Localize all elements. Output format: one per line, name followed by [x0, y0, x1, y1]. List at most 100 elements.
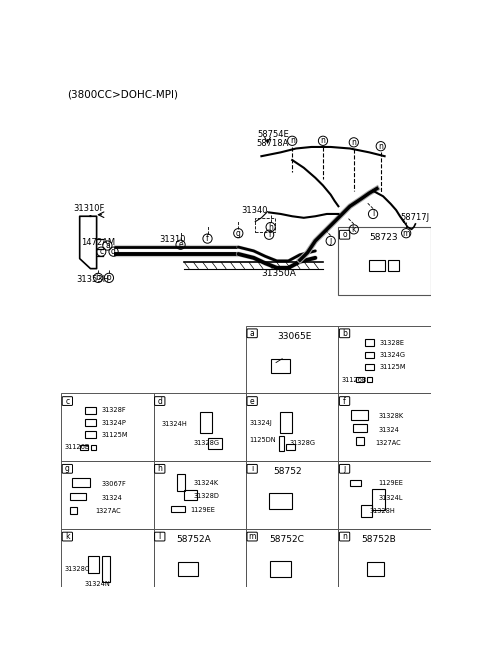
- Bar: [350, 480, 361, 486]
- Text: 1327AC: 1327AC: [95, 508, 121, 514]
- Text: 58752C: 58752C: [269, 535, 304, 544]
- Text: 58752B: 58752B: [361, 535, 396, 544]
- Text: k: k: [351, 225, 356, 234]
- Text: a: a: [105, 241, 110, 250]
- Bar: [338, 529, 431, 597]
- Text: 31328D: 31328D: [193, 493, 219, 499]
- Text: 31324H: 31324H: [161, 421, 187, 427]
- Bar: [365, 339, 374, 346]
- Bar: [208, 438, 222, 449]
- Bar: [200, 412, 212, 434]
- Text: f: f: [343, 397, 346, 405]
- Text: 31324N: 31324N: [84, 581, 110, 587]
- Bar: [88, 556, 99, 573]
- Bar: [85, 432, 96, 438]
- Bar: [184, 490, 197, 500]
- Bar: [255, 218, 275, 232]
- Bar: [338, 393, 431, 461]
- Text: 58752A: 58752A: [177, 535, 212, 544]
- Text: c: c: [99, 248, 103, 256]
- Bar: [61, 461, 154, 529]
- Text: 31324J: 31324J: [249, 420, 272, 426]
- Bar: [154, 529, 246, 597]
- Text: 31328G: 31328G: [289, 440, 315, 446]
- Text: 31126B: 31126B: [341, 376, 367, 383]
- Text: 31328F: 31328F: [101, 407, 126, 413]
- Text: d: d: [111, 248, 116, 256]
- Bar: [81, 445, 88, 450]
- Text: l: l: [372, 209, 374, 218]
- Text: 31350A: 31350A: [262, 269, 296, 278]
- Bar: [154, 461, 246, 529]
- Text: m: m: [402, 229, 410, 238]
- Text: 31340: 31340: [241, 206, 267, 214]
- Text: 31328E: 31328E: [380, 339, 405, 346]
- Text: f: f: [206, 234, 209, 243]
- Bar: [246, 325, 338, 393]
- Text: c: c: [65, 397, 70, 405]
- Text: h: h: [268, 222, 273, 232]
- Text: o: o: [107, 273, 111, 282]
- Text: 58754E: 58754E: [258, 130, 289, 139]
- Bar: [372, 489, 384, 510]
- Text: m: m: [249, 532, 256, 541]
- Bar: [367, 377, 372, 382]
- Bar: [71, 492, 86, 500]
- Text: 31125M: 31125M: [380, 364, 407, 370]
- Bar: [178, 475, 185, 491]
- Text: k: k: [65, 532, 70, 541]
- Text: n: n: [342, 532, 347, 541]
- Bar: [279, 436, 284, 451]
- Text: n: n: [351, 138, 356, 147]
- Text: 58723: 58723: [369, 232, 398, 242]
- Bar: [338, 227, 431, 295]
- Text: 31324K: 31324K: [193, 480, 219, 486]
- Bar: [246, 393, 338, 461]
- Bar: [280, 412, 292, 434]
- Text: 31328C: 31328C: [64, 566, 90, 572]
- Text: j: j: [330, 236, 332, 246]
- Bar: [356, 438, 364, 445]
- Text: 1129EE: 1129EE: [378, 480, 403, 486]
- Text: j: j: [343, 465, 346, 473]
- Text: 31353H: 31353H: [77, 275, 109, 284]
- Bar: [367, 562, 384, 576]
- Text: n: n: [378, 142, 383, 150]
- Bar: [369, 260, 384, 271]
- Bar: [70, 507, 77, 514]
- Text: 31324G: 31324G: [380, 352, 406, 358]
- Bar: [286, 444, 295, 450]
- Text: d: d: [157, 397, 162, 405]
- Text: 31310: 31310: [160, 235, 186, 244]
- Text: 31324: 31324: [101, 495, 122, 501]
- Bar: [338, 461, 431, 529]
- Text: e: e: [178, 240, 183, 249]
- Text: b: b: [96, 273, 101, 282]
- Text: 58752: 58752: [273, 467, 301, 477]
- Bar: [91, 445, 96, 450]
- Text: g: g: [236, 229, 241, 238]
- Bar: [351, 411, 369, 420]
- Text: 31324: 31324: [378, 427, 399, 434]
- Bar: [270, 561, 291, 577]
- Text: 31324L: 31324L: [378, 495, 403, 501]
- Bar: [353, 424, 367, 432]
- Text: i: i: [268, 230, 270, 239]
- Bar: [102, 556, 110, 582]
- Text: a: a: [250, 329, 254, 338]
- Text: 31328G: 31328G: [193, 440, 220, 446]
- Text: l: l: [158, 532, 161, 541]
- Bar: [61, 393, 154, 461]
- Text: 31125M: 31125M: [101, 432, 128, 438]
- Bar: [338, 325, 431, 393]
- Text: i: i: [251, 465, 253, 473]
- Bar: [246, 529, 338, 597]
- Text: 58718A: 58718A: [256, 139, 288, 148]
- Bar: [154, 393, 246, 461]
- Text: 33067F: 33067F: [101, 481, 126, 487]
- Bar: [85, 419, 96, 426]
- Bar: [171, 506, 185, 512]
- Text: 1125DN: 1125DN: [249, 436, 276, 443]
- Bar: [361, 505, 372, 517]
- Bar: [246, 461, 338, 529]
